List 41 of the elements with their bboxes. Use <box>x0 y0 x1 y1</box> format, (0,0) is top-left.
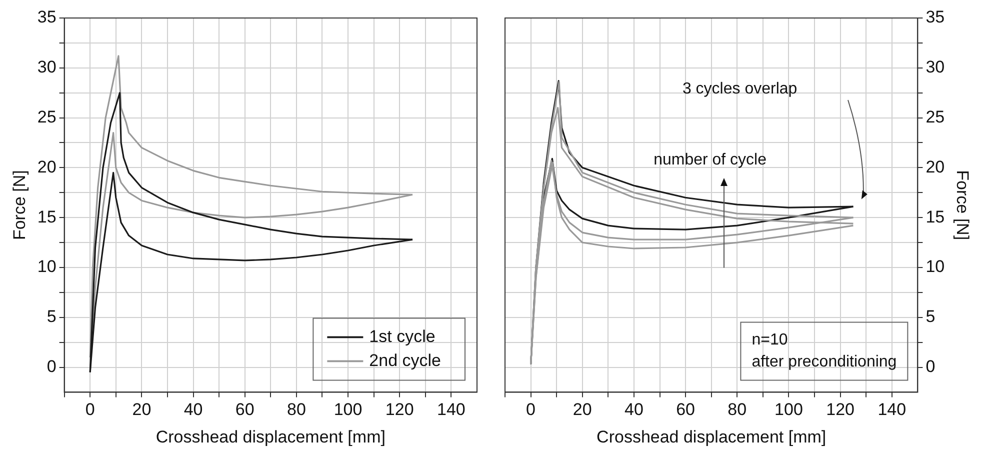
y-tick-label: 15 <box>37 207 56 226</box>
y-tick-label: 25 <box>37 107 56 126</box>
legend-label: 1st cycle <box>369 326 436 346</box>
y2-tick-label: 25 <box>926 107 945 126</box>
y2-tick-label: 10 <box>926 257 945 276</box>
x-tick-label: 120 <box>385 400 414 420</box>
y-axis-title: Force [N] <box>10 170 29 240</box>
y2-tick-label: 0 <box>926 356 936 376</box>
y2-tick-label: 30 <box>926 58 945 77</box>
x-tick-label: 140 <box>878 400 906 420</box>
x-tick-label: 60 <box>235 400 254 420</box>
x-tick-label: 100 <box>334 400 362 420</box>
y-tick-label: 20 <box>37 157 56 176</box>
annotation: 3 cycles overlap <box>682 80 798 98</box>
y2-tick-label: 5 <box>926 307 936 326</box>
x-tick-label: 120 <box>826 400 854 420</box>
y-tick-label: 30 <box>37 58 56 77</box>
x-tick-label: 40 <box>624 400 644 420</box>
y2-axis-title: Force [N] <box>953 170 972 240</box>
x-tick-label: 20 <box>132 400 152 420</box>
x-axis-title: Crosshead displacement [mm] <box>156 427 386 446</box>
y-tick-label: 0 <box>46 356 56 376</box>
y2-tick-label: 15 <box>926 207 945 226</box>
x-tick-label: 0 <box>85 400 95 420</box>
x-tick-label: 20 <box>572 400 592 420</box>
x-axis-title: Crosshead displacement [mm] <box>596 427 826 446</box>
annotation: n=10 after preconditioning <box>752 332 897 371</box>
x-tick-label: 80 <box>728 400 747 420</box>
y-tick-label: 35 <box>37 8 56 27</box>
x-tick-label: 0 <box>526 400 536 420</box>
y-tick-label: 5 <box>46 307 56 326</box>
x-tick-label: 60 <box>676 400 696 420</box>
x-tick-label: 80 <box>286 400 306 420</box>
x-tick-label: 40 <box>184 400 203 420</box>
annotation: number of cycle <box>654 152 767 169</box>
y-tick-label: 10 <box>37 257 56 276</box>
y2-tick-label: 35 <box>926 8 945 27</box>
x-tick-label: 100 <box>774 400 803 420</box>
legend-label: 2nd cycle <box>369 350 442 370</box>
y2-tick-label: 20 <box>926 157 945 176</box>
x-tick-label: 140 <box>437 400 466 420</box>
